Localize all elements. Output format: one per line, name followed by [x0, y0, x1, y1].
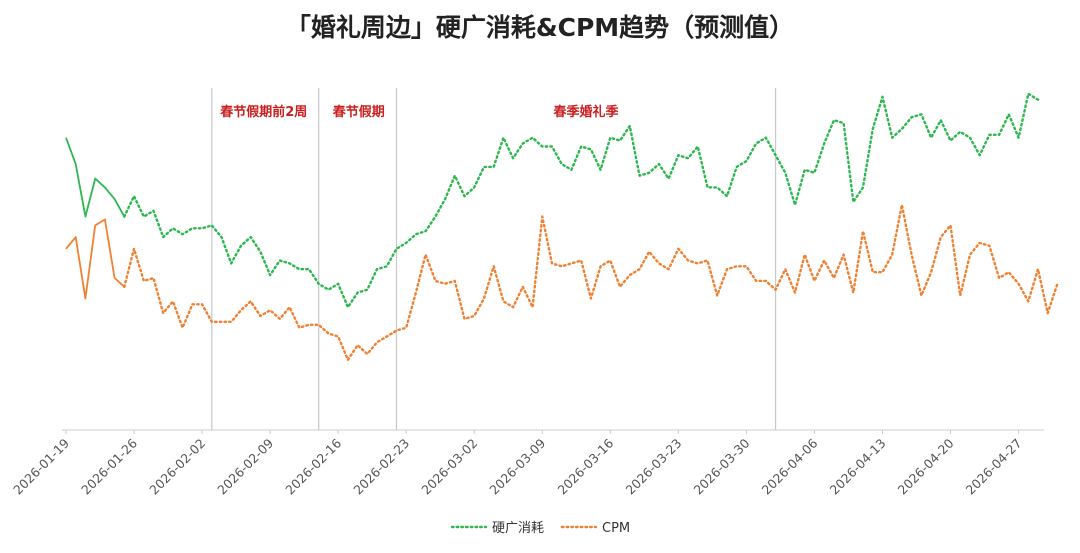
chart-title: 「婚礼周边」硬广消耗&CPM趋势（预测值） [285, 13, 795, 42]
legend-label: CPM [602, 521, 630, 536]
x-tick-label: 2026-02-23 [350, 436, 412, 498]
phase-label: 春节假期 [332, 104, 385, 120]
series-line-forecast [123, 92, 1040, 309]
x-tick-label: 2026-04-06 [759, 435, 821, 497]
x-axis-ticks: 2026-01-19 2026-01-26 2026-02-02 2026-02-09… [10, 430, 1025, 497]
x-tick-label: 2026-01-26 [78, 435, 140, 497]
x-tick-label: 2026-04-27 [963, 436, 1025, 498]
x-tick-label: 2026-02-02 [146, 436, 208, 498]
series-line-forecast [123, 203, 1059, 361]
x-tick-label: 2026-02-09 [214, 435, 276, 497]
phase-labels: 春节假期前2周 春节假期 春季婚礼季 [219, 104, 618, 120]
x-tick-label: 2026-03-30 [691, 435, 753, 497]
x-tick-label: 2026-03-16 [554, 435, 616, 497]
series-line-actual [65, 137, 126, 218]
x-tick-label: 2026-03-23 [622, 436, 684, 498]
x-tick-label: 2026-03-09 [486, 435, 548, 497]
x-tick-label: 2026-03-02 [418, 436, 480, 498]
x-tick-label: 2026-02-16 [282, 435, 344, 497]
legend-label: 硬广消耗 [492, 521, 544, 536]
x-tick-label: 2026-04-13 [827, 436, 889, 498]
series-layer [65, 92, 1059, 361]
phase-label: 春季婚礼季 [553, 104, 619, 120]
phase-divider-lines [211, 88, 777, 430]
x-tick-label: 2026-01-19 [10, 435, 72, 497]
legend: 硬广消耗 CPM [450, 521, 630, 536]
x-tick-label: 2026-04-20 [895, 435, 957, 497]
phase-label: 春节假期前2周 [219, 104, 307, 120]
series-line-actual [65, 218, 125, 300]
